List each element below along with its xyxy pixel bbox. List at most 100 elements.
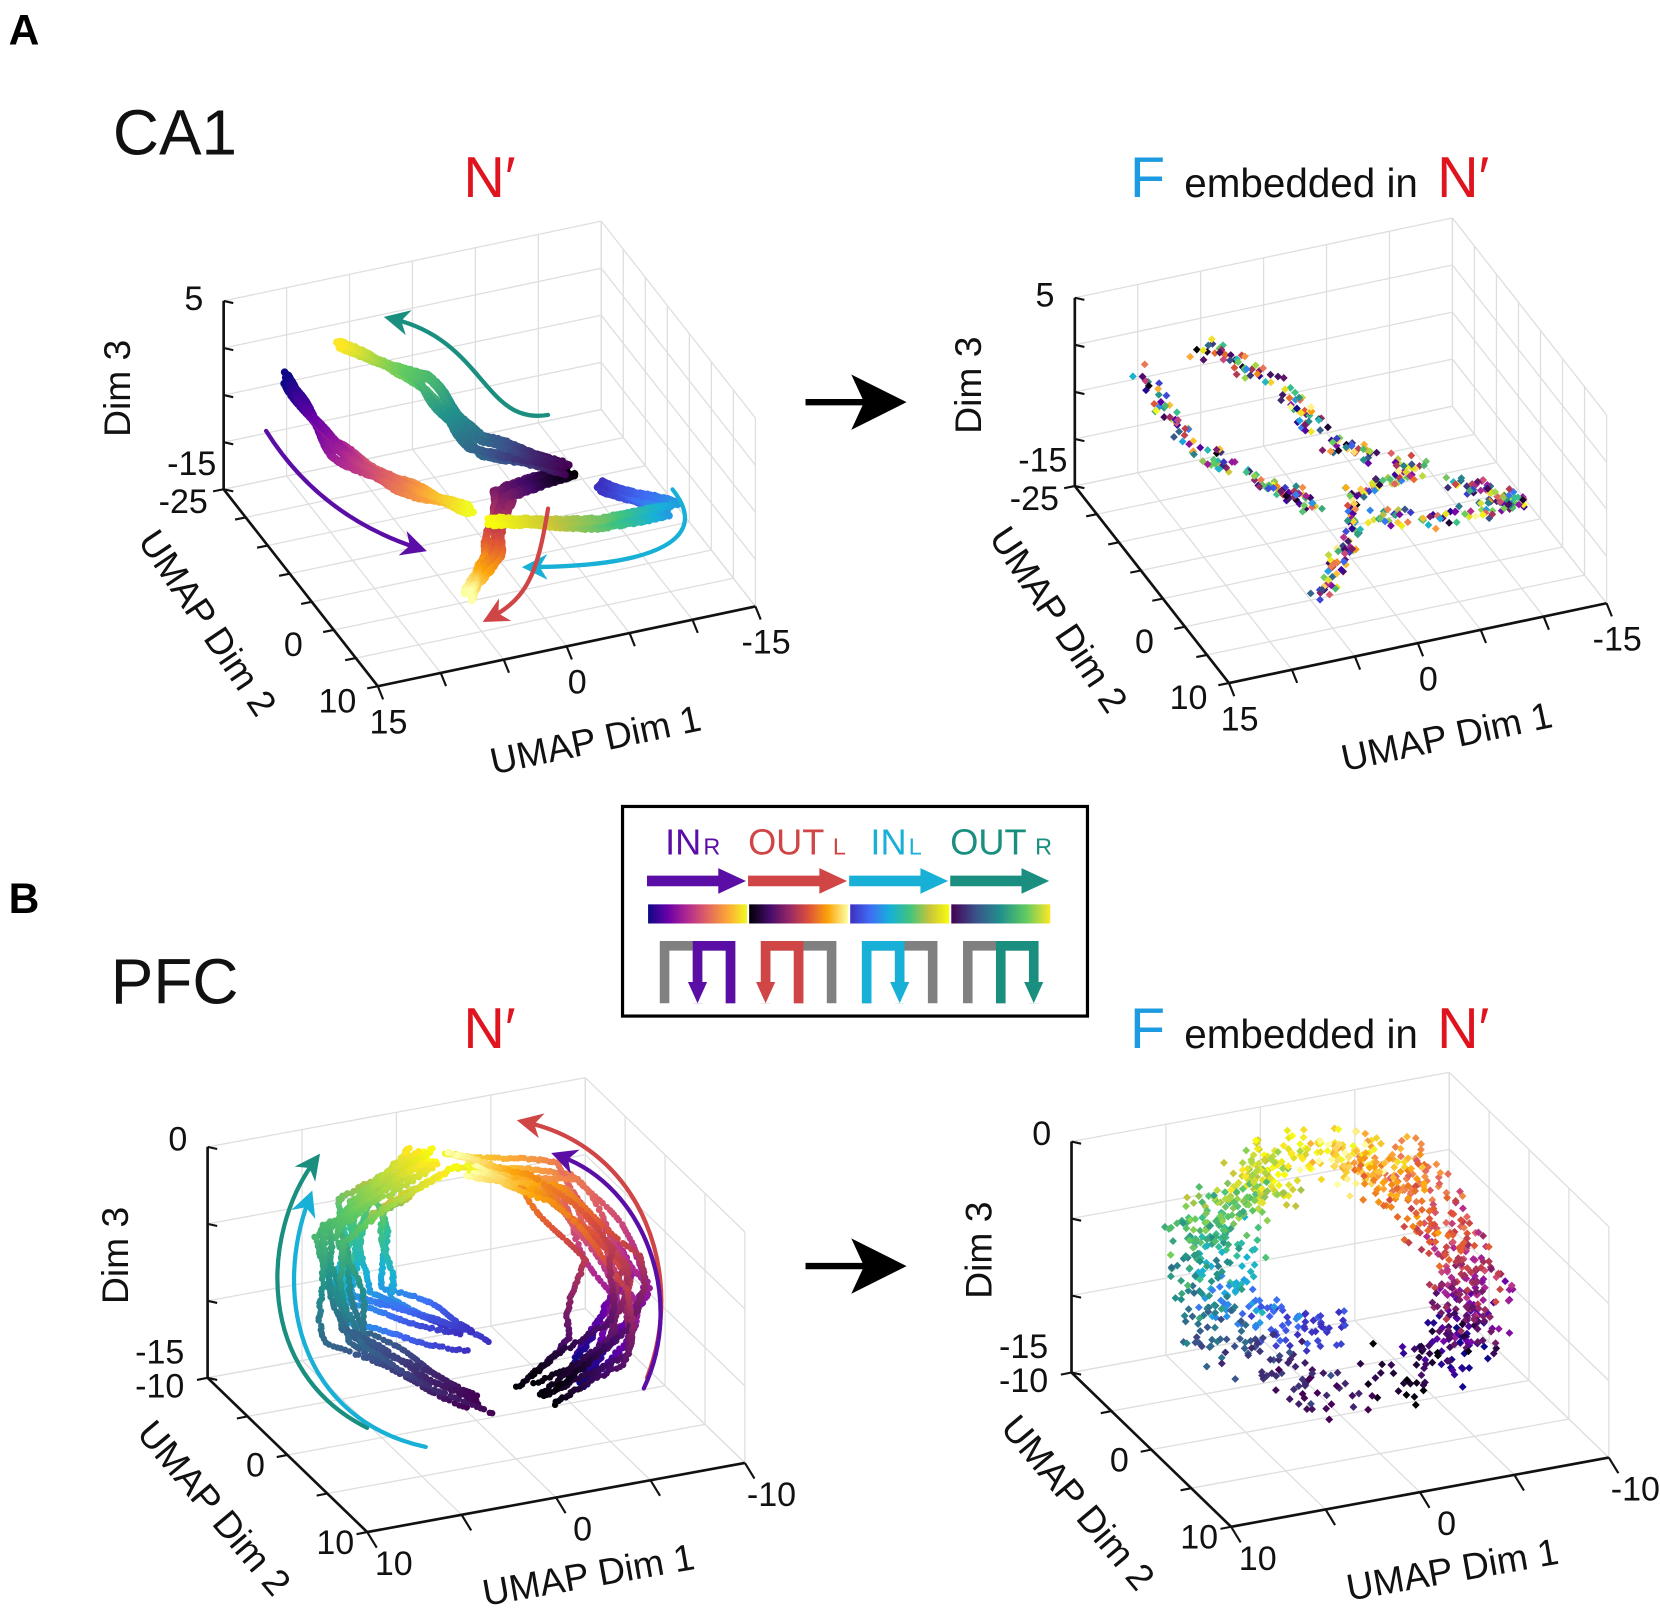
x-tick xyxy=(565,645,573,660)
y-tick xyxy=(1108,541,1120,546)
grid-line xyxy=(223,408,602,490)
title-embedded: embedded in xyxy=(1184,160,1418,206)
grid-line xyxy=(1451,311,1608,510)
embedded-point xyxy=(1318,446,1327,455)
x-tick xyxy=(691,619,699,634)
x-tick-label: 10 xyxy=(375,1545,413,1583)
embedded-point xyxy=(1324,423,1332,432)
y-tick xyxy=(1063,485,1076,490)
y-axis-line xyxy=(222,488,379,688)
y-tick xyxy=(366,685,379,690)
embedded-point xyxy=(1431,524,1440,533)
panel-b-label: B xyxy=(9,875,40,923)
grid-line xyxy=(223,361,602,443)
embedded-point xyxy=(1387,449,1396,458)
z-tick xyxy=(207,1299,218,1304)
x-tick xyxy=(439,672,448,687)
x-tick xyxy=(1416,642,1425,657)
y-tick xyxy=(256,544,268,549)
z-tick-label: -15 xyxy=(1018,442,1067,480)
embedded-point xyxy=(1186,352,1195,361)
y-tick xyxy=(212,488,224,493)
x-tick xyxy=(502,659,510,674)
embedded-point xyxy=(1471,512,1480,521)
grid-line xyxy=(223,220,602,302)
trajectory-point xyxy=(484,514,493,523)
embedded-point xyxy=(1154,384,1163,393)
grid-line xyxy=(1451,405,1608,604)
y-tick xyxy=(234,516,246,521)
embedded-point xyxy=(1298,483,1307,492)
trajectory-point xyxy=(338,342,347,350)
embedded-point xyxy=(1203,446,1212,454)
z-tick xyxy=(223,346,234,352)
x-tick xyxy=(555,1496,567,1514)
grid-line xyxy=(355,577,734,659)
y-tick xyxy=(1196,653,1208,659)
grid-line xyxy=(289,493,668,575)
x-tick xyxy=(649,1479,661,1497)
x-tick xyxy=(1227,682,1236,697)
z-tick-label: -15 xyxy=(135,1333,184,1371)
grid-line xyxy=(600,314,756,513)
z-tick xyxy=(223,299,234,305)
y-tick xyxy=(1218,682,1230,687)
grid-line xyxy=(1137,472,1293,671)
data-points xyxy=(280,337,682,605)
grid-line xyxy=(1388,419,1545,617)
z-tick-label: 0 xyxy=(168,1121,187,1159)
embedded-point xyxy=(1316,426,1325,435)
x-tick xyxy=(1542,616,1550,631)
y-tick-label: 10 xyxy=(1170,679,1208,717)
embedded-point xyxy=(1366,506,1375,515)
y-tick xyxy=(344,657,357,662)
y-tick xyxy=(1174,625,1186,630)
x-tick-label: -10 xyxy=(747,1476,796,1514)
title-f: F xyxy=(1130,146,1165,210)
region-label-ca1: CA1 xyxy=(113,96,237,168)
y-tick-label: -25 xyxy=(159,483,208,521)
embedded-point xyxy=(1192,345,1201,354)
embedded-point xyxy=(1173,408,1181,417)
grid-line xyxy=(223,267,602,349)
embedded-point xyxy=(1442,473,1451,482)
y-tick xyxy=(356,1531,368,1536)
embedded-point xyxy=(1162,391,1171,400)
y-tick xyxy=(278,572,290,577)
x-tick xyxy=(1479,629,1487,644)
embedded-point xyxy=(1261,378,1270,386)
title-nprime: N′ xyxy=(1437,997,1489,1061)
y-tick xyxy=(322,628,334,634)
y-tick-label: -10 xyxy=(135,1367,184,1405)
trajectory-point xyxy=(466,587,474,595)
x-tick-label: 0 xyxy=(1419,660,1438,698)
grid-line xyxy=(600,220,756,419)
embedded-point xyxy=(1318,504,1326,513)
embedded-point xyxy=(1279,374,1288,382)
embedded-point xyxy=(1266,370,1275,379)
z-tick-label: -15 xyxy=(167,445,216,483)
y-tick xyxy=(236,1415,248,1420)
x-tick xyxy=(754,606,762,620)
x-tick-label: 15 xyxy=(1221,700,1259,738)
z-tick xyxy=(223,488,234,493)
grid-line xyxy=(349,462,505,661)
x-tick-label: 0 xyxy=(568,664,587,702)
embedded-point xyxy=(1424,521,1433,529)
z-tick-label: 5 xyxy=(1036,277,1055,315)
embedded-point xyxy=(1140,360,1149,369)
z-tick xyxy=(223,394,234,399)
y-tick xyxy=(300,600,312,605)
embedded-point xyxy=(1232,370,1241,379)
x-tick xyxy=(460,1514,473,1531)
embedded-point xyxy=(1445,518,1454,527)
z-tick xyxy=(207,1145,218,1151)
grid-line xyxy=(1184,546,1563,628)
title-b-left: N′ xyxy=(463,997,515,1061)
x-tick-label: 15 xyxy=(370,704,408,742)
z-tick xyxy=(1074,343,1085,348)
embedded-point xyxy=(1170,433,1178,441)
x-tick-label: 0 xyxy=(573,1511,592,1549)
